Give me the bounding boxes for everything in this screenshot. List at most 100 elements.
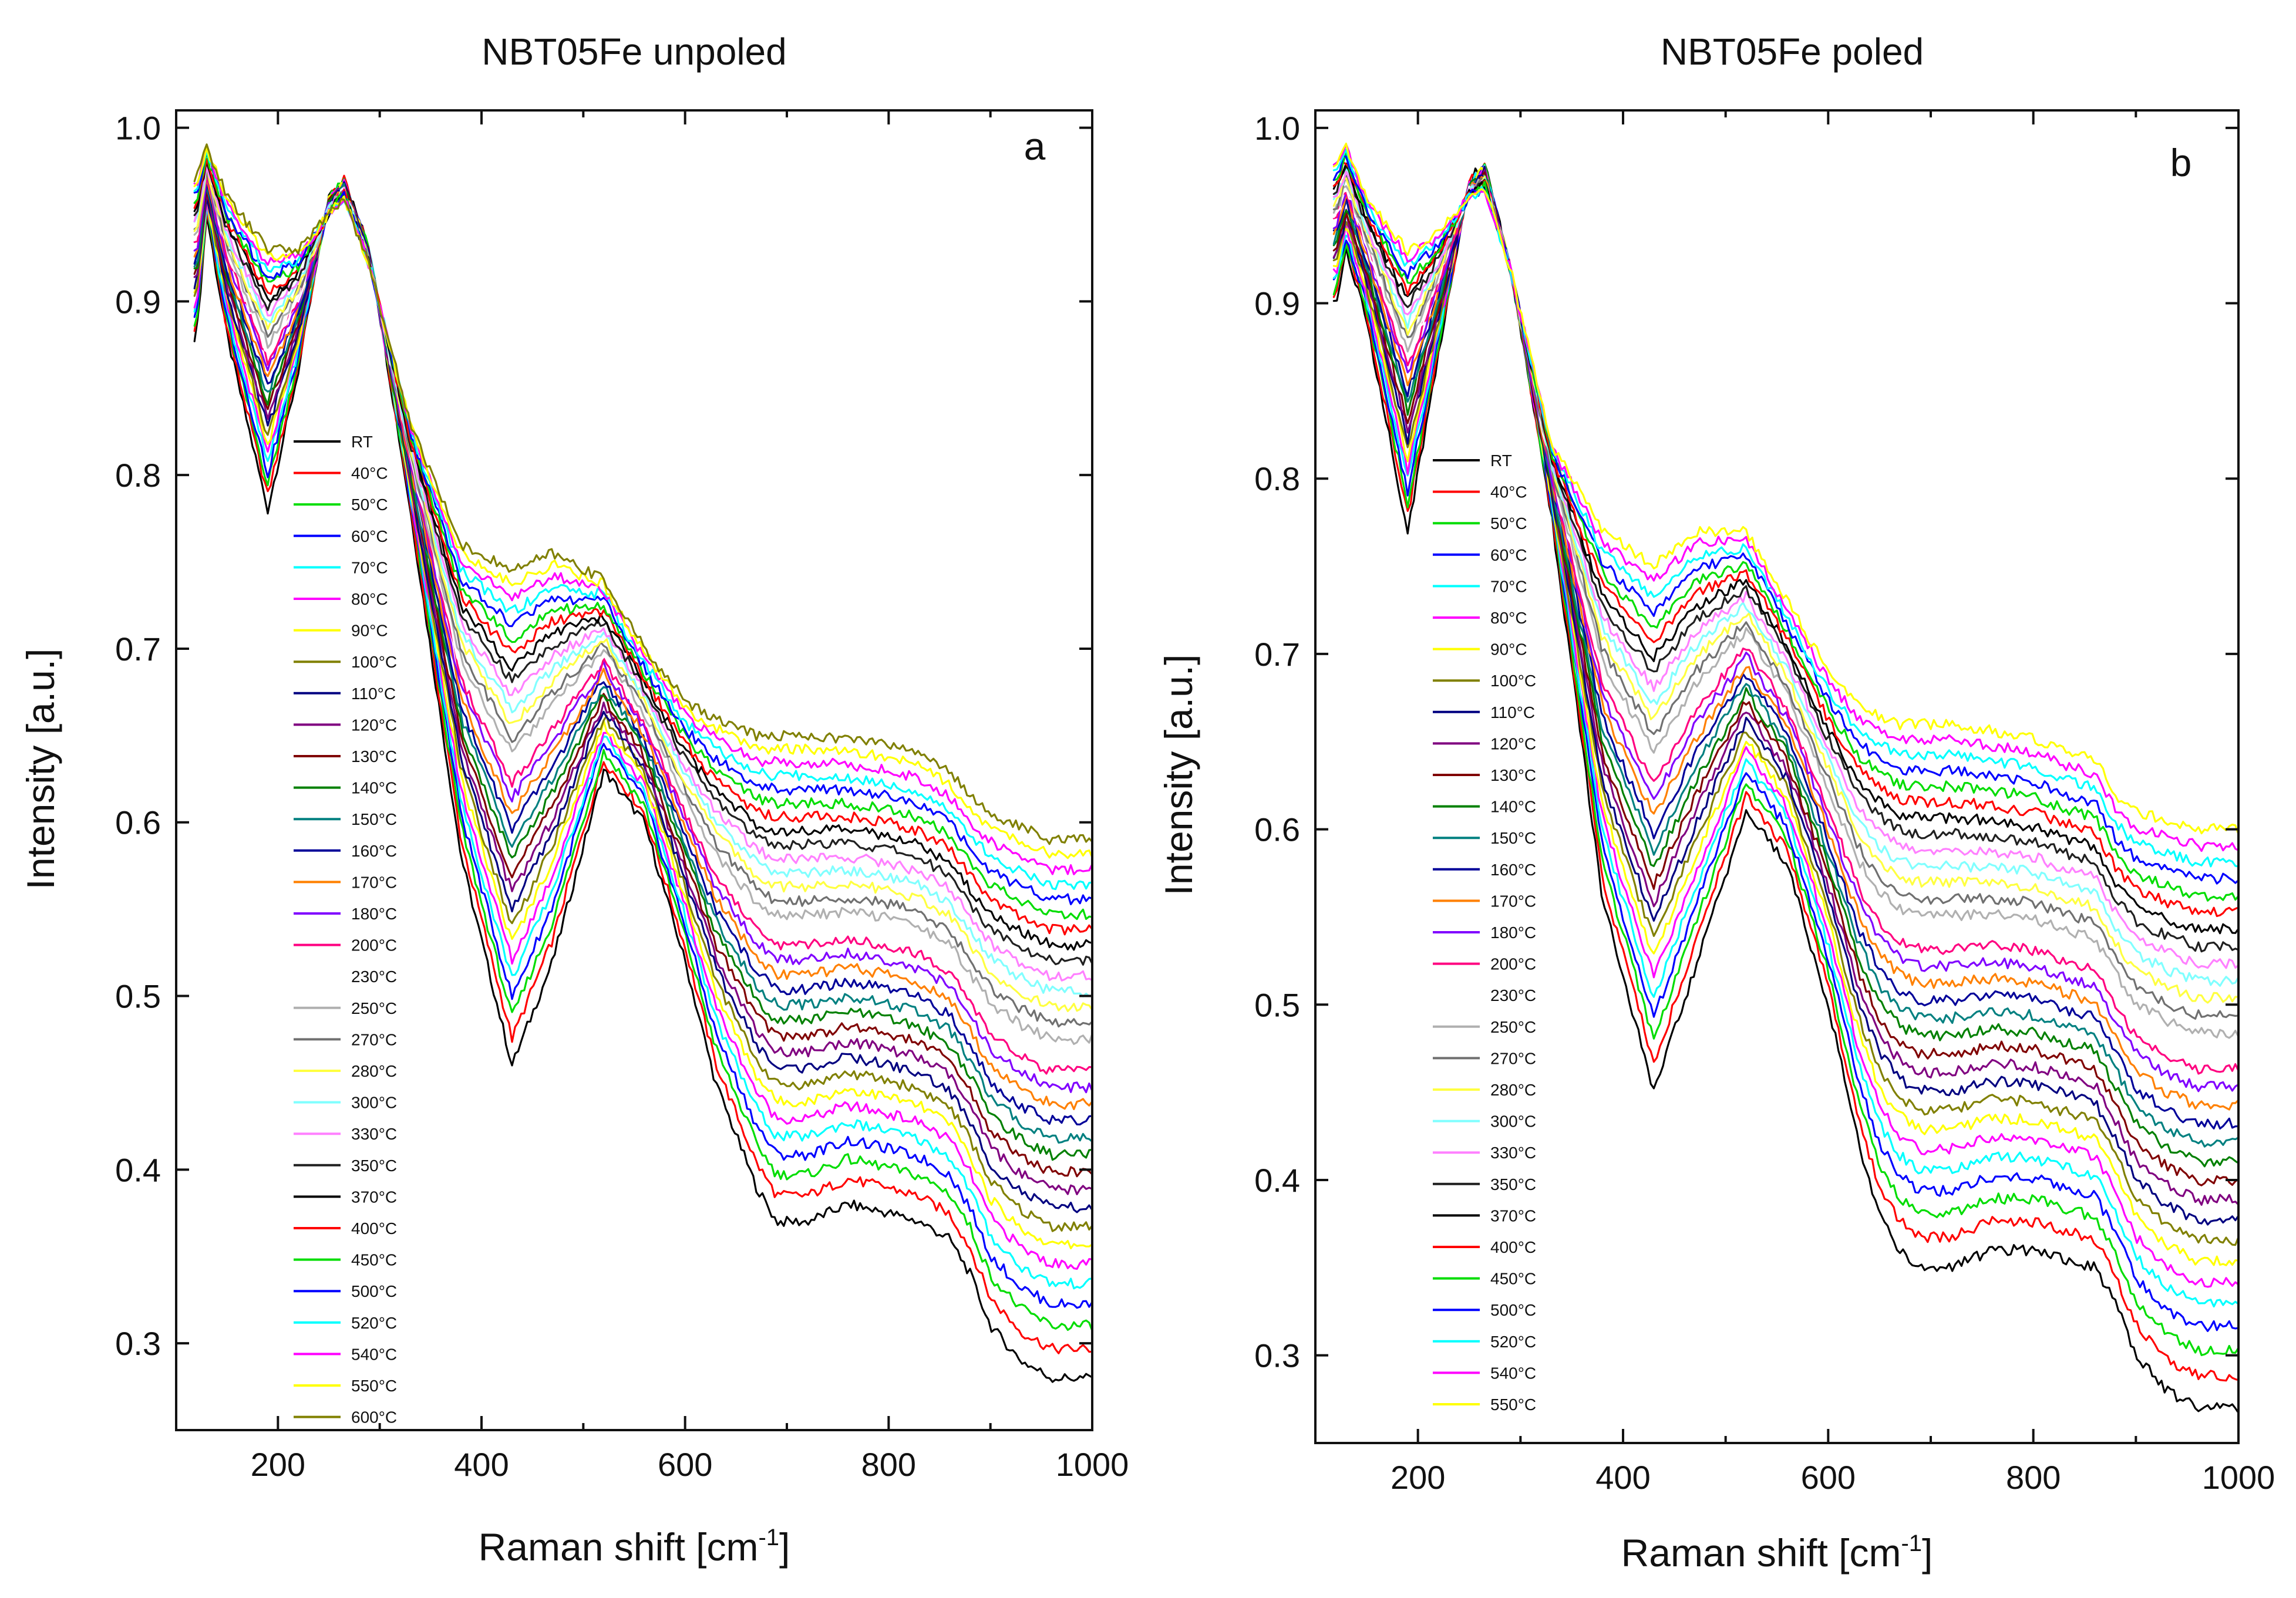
series-line-a-30: [193, 146, 1093, 859]
legend-label-b-27: 500°C: [1490, 1301, 1536, 1319]
legend-label-a-15: 180°C: [351, 905, 397, 923]
series-line-a-31: [193, 143, 1093, 845]
y-tick-label-a-7: 1.0: [115, 110, 161, 147]
y-tick-label-a-6: 0.9: [115, 283, 161, 320]
y-tick-label-a-1: 0.4: [115, 1151, 161, 1188]
legend-label-b-6: 90°C: [1490, 640, 1527, 659]
x-tick-label-a-2: 600: [658, 1446, 712, 1483]
legend-label-b-24: 370°C: [1490, 1206, 1536, 1225]
x-tick-label-b-0: 200: [1391, 1459, 1445, 1496]
legend-label-a-23: 350°C: [351, 1157, 397, 1175]
series-line-a-17: [193, 167, 1093, 1061]
legend-label-b-5: 80°C: [1490, 609, 1527, 627]
x-axis-label-sup-b: -1: [1901, 1530, 1922, 1556]
legend-label-a-2: 50°C: [351, 495, 388, 514]
legend-label-a-20: 280°C: [351, 1062, 397, 1080]
legend-label-b-8: 110°C: [1490, 703, 1535, 722]
x-tick-label-a-1: 400: [454, 1446, 509, 1483]
series-line-b-14: [1332, 176, 2240, 1111]
series-line-a-16: [193, 176, 1093, 1075]
legend-label-a-1: 40°C: [351, 464, 388, 483]
y-tick-label-b-4: 0.7: [1254, 636, 1300, 673]
x-axis-label-end-b: ]: [1922, 1531, 1933, 1575]
legend-label-a-19: 270°C: [351, 1030, 397, 1049]
legend-label-a-17: 230°C: [351, 967, 397, 986]
x-tick-label-b-3: 800: [2006, 1459, 2061, 1496]
x-tick-label-a-0: 200: [251, 1446, 305, 1483]
x-axis-label-end-a: ]: [779, 1525, 790, 1569]
x-axis-label-main-b: Raman shift [cm: [1621, 1531, 1901, 1575]
legend-label-a-6: 90°C: [351, 622, 388, 640]
legend-label-a-3: 60°C: [351, 527, 388, 545]
y-tick-label-a-5: 0.8: [115, 457, 161, 494]
legend-label-a-24: 370°C: [351, 1188, 397, 1206]
series-line-a-0: [193, 183, 1093, 1383]
y-tick-label-a-0: 0.3: [115, 1325, 161, 1362]
legend-label-b-0: RT: [1490, 451, 1512, 470]
series-line-a-27: [193, 150, 1093, 905]
legend-label-b-16: 200°C: [1490, 955, 1536, 973]
y-axis-ticks-b: 0.3 0.4 0.5 0.6 0.7 0.8 0.9 1.0: [1254, 110, 2238, 1374]
legend-label-b-10: 130°C: [1490, 766, 1536, 784]
legend-label-b-17: 230°C: [1490, 986, 1536, 1004]
y-tick-label-b-0: 0.3: [1254, 1337, 1300, 1374]
chart-title-a: NBT05Fe unpoled: [482, 31, 786, 73]
axes-frame-b: [1314, 109, 2240, 1444]
legend-label-b-11: 140°C: [1490, 798, 1536, 816]
series-line-b-9: [1332, 169, 2240, 1206]
legend-label-a-25: 400°C: [351, 1219, 397, 1238]
legend-label-b-26: 450°C: [1490, 1270, 1536, 1288]
legend-label-b-29: 540°C: [1490, 1364, 1536, 1382]
series-line-b-8: [1332, 166, 2240, 1226]
series-line-a-1: [193, 174, 1093, 1354]
legend-label-a-8: 110°C: [351, 685, 396, 703]
legend-label-a-13: 160°C: [351, 842, 397, 860]
y-tick-label-b-6: 0.9: [1254, 285, 1300, 322]
legend-label-b-2: 50°C: [1490, 514, 1527, 532]
legend-label-b-14: 170°C: [1490, 892, 1536, 910]
legend-label-a-26: 450°C: [351, 1251, 397, 1269]
series-line-a-3: [193, 180, 1093, 1309]
axes-frame-a: [175, 109, 1093, 1431]
legend-label-a-12: 150°C: [351, 810, 397, 828]
chart-title-b: NBT05Fe poled: [1661, 31, 1924, 73]
legend-label-b-19: 270°C: [1490, 1049, 1536, 1067]
legend-b: RT 40°C 50°C 60°C 70°C 80°C 90°C 100°C 110°C 120°…: [1433, 451, 1536, 1414]
series-line-b-20: [1332, 176, 2240, 1004]
x-axis-label-b: Raman shift [cm-1]: [1621, 1530, 1933, 1575]
legend-label-b-1: 40°C: [1490, 483, 1527, 501]
x-axis-ticks-b: 200 400 600 800 1000: [1314, 110, 2275, 1496]
series-line-a-25: [193, 158, 1093, 936]
y-tick-label-b-7: 1.0: [1254, 110, 1300, 147]
series-line-a-12: [193, 183, 1093, 1144]
legend-label-b-21: 300°C: [1490, 1112, 1536, 1131]
legend-label-a-16: 200°C: [351, 936, 397, 955]
y-axis-label-b: Intensity [a.u.]: [1157, 655, 1200, 896]
plot-area-b: [1332, 143, 2240, 1414]
series-line-b-10: [1332, 171, 2240, 1186]
legend-label-a-29: 540°C: [351, 1345, 397, 1363]
legend-label-a-5: 80°C: [351, 590, 388, 608]
legend-label-a-30: 550°C: [351, 1377, 397, 1395]
legend-label-b-22: 330°C: [1490, 1144, 1536, 1162]
x-tick-label-a-4: 1000: [1056, 1446, 1129, 1483]
y-tick-label-a-2: 0.5: [115, 978, 161, 1015]
legend-label-b-20: 280°C: [1490, 1081, 1536, 1099]
legend-label-b-7: 100°C: [1490, 672, 1536, 690]
x-axis-label-sup-a: -1: [758, 1525, 779, 1550]
series-line-b-16: [1332, 178, 2240, 1075]
series-line-a-8: [193, 181, 1093, 1213]
series-line-b-27: [1332, 154, 2240, 885]
legend-label-a-18: 250°C: [351, 999, 397, 1017]
legend-label-a-28: 520°C: [351, 1314, 397, 1332]
x-tick-label-a-3: 800: [861, 1446, 916, 1483]
legend-label-b-13: 160°C: [1490, 861, 1536, 879]
legend-label-b-18: 250°C: [1490, 1018, 1536, 1036]
legend-label-b-9: 120°C: [1490, 734, 1536, 753]
series-line-b-2: [1332, 163, 2240, 1356]
legend-label-b-30: 550°C: [1490, 1395, 1536, 1414]
legend-label-b-12: 150°C: [1490, 829, 1536, 847]
series-line-b-26: [1332, 153, 2240, 902]
series-line-b-13: [1332, 174, 2240, 1130]
